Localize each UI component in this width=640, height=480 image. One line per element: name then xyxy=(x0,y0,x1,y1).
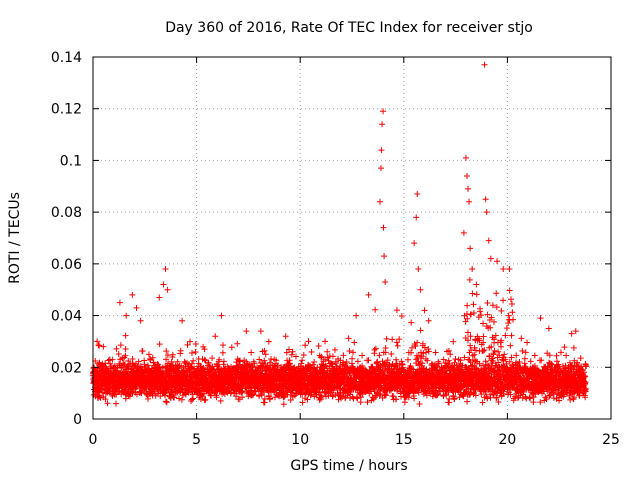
x-tick-label: 15 xyxy=(395,432,413,448)
plot-frame xyxy=(92,56,612,420)
data-point xyxy=(411,240,418,247)
data-point xyxy=(482,196,489,203)
data-point xyxy=(469,266,476,273)
data-point xyxy=(467,245,474,252)
data-point xyxy=(162,266,169,273)
data-point xyxy=(414,191,421,198)
data-point xyxy=(305,338,312,345)
data-point xyxy=(353,312,360,319)
chart-title: Day 360 of 2016, Rate Of TEC Index for r… xyxy=(165,20,533,36)
data-point xyxy=(380,224,387,231)
data-point xyxy=(257,328,264,335)
data-point xyxy=(500,266,507,273)
x-tick-label: 25 xyxy=(602,432,620,448)
data-point xyxy=(218,312,225,319)
data-point xyxy=(116,299,123,306)
data-point xyxy=(421,307,428,314)
data-point xyxy=(466,198,473,205)
data-point xyxy=(156,294,163,301)
data-point xyxy=(568,330,575,337)
data-point xyxy=(413,214,420,221)
data-point xyxy=(94,338,101,345)
data-point xyxy=(376,198,383,205)
data-point xyxy=(381,253,388,260)
data-point xyxy=(164,286,171,293)
data-point xyxy=(487,255,494,262)
data-point xyxy=(481,61,488,68)
data-point xyxy=(494,258,501,265)
data-point xyxy=(160,281,167,288)
data-point xyxy=(382,278,389,285)
x-axis-label: GPS time / hours xyxy=(290,458,407,474)
data-point xyxy=(463,172,470,179)
data-point xyxy=(378,147,385,154)
data-point xyxy=(365,291,372,298)
data-point xyxy=(465,185,472,192)
data-point xyxy=(380,108,387,115)
data-point xyxy=(415,266,422,273)
data-points xyxy=(90,61,590,408)
data-point xyxy=(129,291,136,298)
data-point xyxy=(133,304,140,311)
x-tick-label: 20 xyxy=(498,432,516,448)
y-tick-label: 0.12 xyxy=(51,102,82,118)
data-point xyxy=(545,325,552,332)
data-point xyxy=(483,209,490,216)
data-point xyxy=(322,338,329,345)
roti-baseline-band xyxy=(90,276,590,408)
data-point xyxy=(212,333,219,340)
data-point xyxy=(379,121,386,128)
data-point xyxy=(473,281,480,288)
y-tick-label: 0.02 xyxy=(51,360,82,376)
data-point xyxy=(378,165,385,172)
y-tick-label: 0.04 xyxy=(51,309,82,325)
grid xyxy=(93,57,611,419)
x-tick-label: 0 xyxy=(89,432,98,448)
data-point xyxy=(425,317,432,324)
axis-ticks xyxy=(92,56,612,420)
y-axis-label: ROTI / TECUs xyxy=(7,192,23,284)
data-point xyxy=(417,286,424,293)
x-tick-label: 10 xyxy=(291,432,309,448)
y-tick-label: 0.1 xyxy=(60,153,82,169)
y-tick-label: 0 xyxy=(73,412,82,428)
data-point xyxy=(179,317,186,324)
data-point xyxy=(137,317,144,324)
data-point xyxy=(506,266,513,273)
data-point xyxy=(537,315,544,322)
y-tick-label: 0.06 xyxy=(51,257,82,273)
tick-labels: 0 5 10 15 20 25 0 0.02 0.04 0.06 0.08 0.1 0.12 0.14 xyxy=(51,50,620,448)
data-point xyxy=(485,237,492,244)
data-point xyxy=(100,343,107,350)
data-point xyxy=(243,328,250,335)
data-point xyxy=(123,312,130,319)
y-tick-label: 0.14 xyxy=(51,50,82,66)
y-tick-label: 0.08 xyxy=(51,205,82,221)
data-point xyxy=(282,333,289,340)
x-tick-label: 5 xyxy=(192,432,201,448)
data-point xyxy=(572,328,579,335)
data-point xyxy=(460,229,467,236)
data-point xyxy=(462,154,469,161)
